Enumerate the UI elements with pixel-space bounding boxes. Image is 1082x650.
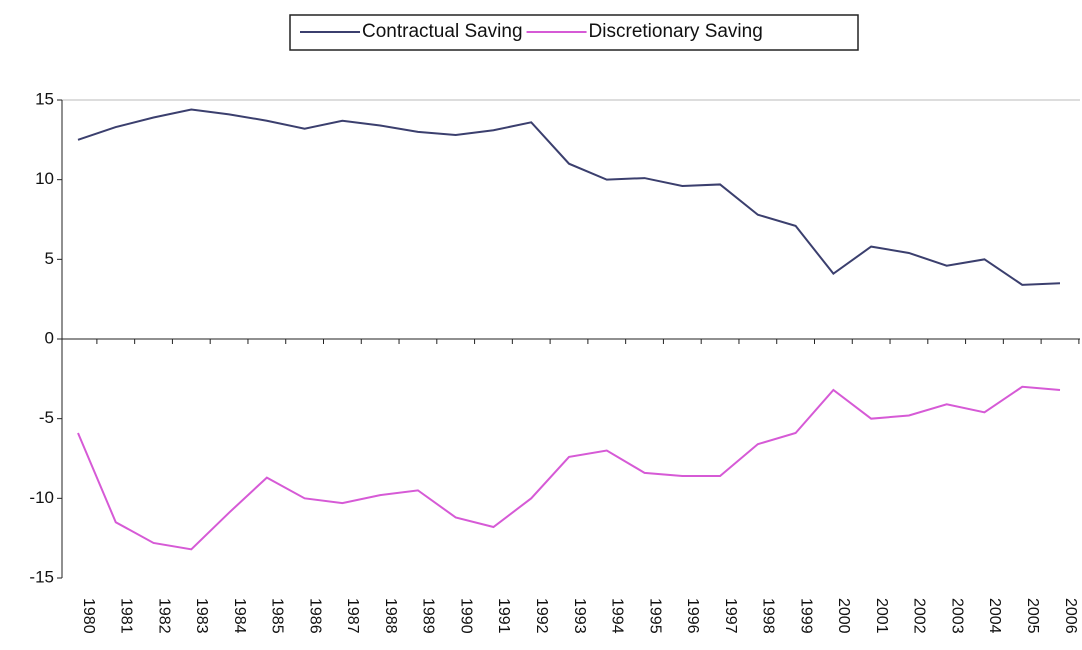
y-tick-label: -15 bbox=[29, 567, 54, 586]
y-tick-label: 15 bbox=[35, 89, 54, 108]
series-line bbox=[77, 108, 1061, 286]
x-tick-label: 2005 bbox=[1024, 598, 1041, 634]
x-tick-label: 1986 bbox=[306, 598, 323, 634]
x-tick-label: 1998 bbox=[760, 598, 777, 634]
legend-label: Discretionary Saving bbox=[589, 21, 763, 42]
x-tick-label: 1992 bbox=[533, 598, 550, 634]
x-tick-label: 1990 bbox=[457, 598, 474, 634]
x-tick-label: 2001 bbox=[873, 598, 890, 634]
x-tick-label: 1980 bbox=[80, 598, 97, 634]
x-tick-label: 1987 bbox=[344, 598, 361, 634]
y-tick-label: 5 bbox=[45, 249, 54, 268]
x-tick-label: 1989 bbox=[420, 598, 437, 634]
x-tick-label: 1994 bbox=[609, 598, 626, 634]
x-tick-label: 1996 bbox=[684, 598, 701, 634]
legend-label: Contractual Saving bbox=[362, 21, 523, 42]
y-tick-label: -5 bbox=[39, 408, 54, 427]
x-tick-label: 2006 bbox=[1062, 598, 1079, 634]
x-tick-label: 1993 bbox=[571, 598, 588, 634]
y-tick-label: 0 bbox=[45, 328, 54, 347]
x-tick-label: 2002 bbox=[911, 598, 928, 634]
x-tick-label: 1984 bbox=[231, 598, 248, 634]
legend-box bbox=[289, 14, 859, 51]
x-tick-label: 1985 bbox=[269, 598, 286, 634]
x-tick-label: 1991 bbox=[495, 598, 512, 634]
x-tick-label: 2000 bbox=[835, 598, 852, 634]
x-tick-label: 1988 bbox=[382, 598, 399, 634]
series-line bbox=[77, 385, 1061, 551]
x-tick-label: 2003 bbox=[948, 598, 965, 634]
y-tick-label: -10 bbox=[29, 488, 54, 507]
x-tick-label: 1983 bbox=[193, 598, 210, 634]
x-tick-label: 2004 bbox=[986, 598, 1003, 634]
x-tick-label: 1999 bbox=[797, 598, 814, 634]
x-tick-label: 1981 bbox=[118, 598, 135, 634]
y-tick-label: 10 bbox=[35, 169, 54, 188]
x-tick-label: 1995 bbox=[646, 598, 663, 634]
x-tick-label: 1997 bbox=[722, 598, 739, 634]
x-tick-label: 1982 bbox=[155, 598, 172, 634]
